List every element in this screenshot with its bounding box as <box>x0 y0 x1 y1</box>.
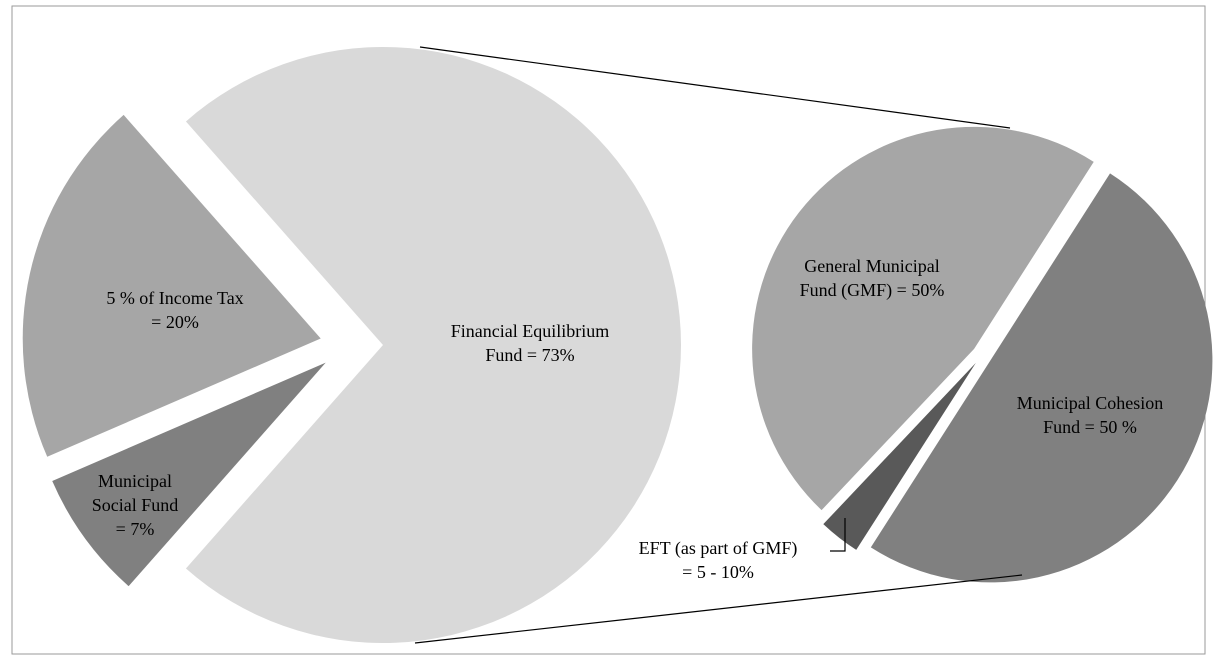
slice-label: = 20% <box>151 312 199 332</box>
slice-label: Fund = 50 % <box>1043 417 1137 437</box>
connector-line <box>419 46 1011 129</box>
slice-label: EFT (as part of GMF) <box>639 538 798 559</box>
pie-slice <box>52 362 326 587</box>
slice-label: Social Fund <box>92 495 179 515</box>
slice-label: Fund = 73% <box>485 345 574 365</box>
slice-label: Municipal <box>98 471 172 491</box>
slice-label: General Municipal <box>804 256 939 276</box>
slice-label: = 7% <box>116 519 155 539</box>
pie-slice <box>185 46 682 643</box>
pie-slice <box>870 173 1213 583</box>
slice-label: = 5 - 10% <box>682 562 754 582</box>
pie-slice <box>823 362 976 550</box>
slice-label: 5 % of Income Tax <box>106 288 243 308</box>
pie-slice <box>22 114 321 457</box>
slice-label: Fund (GMF) = 50% <box>800 280 945 301</box>
slice-label: Municipal Cohesion <box>1017 393 1164 413</box>
pie-slice <box>752 126 1094 511</box>
slice-label: Financial Equilibrium <box>451 321 609 341</box>
leader-line <box>830 518 846 552</box>
connector-line <box>414 574 1023 644</box>
